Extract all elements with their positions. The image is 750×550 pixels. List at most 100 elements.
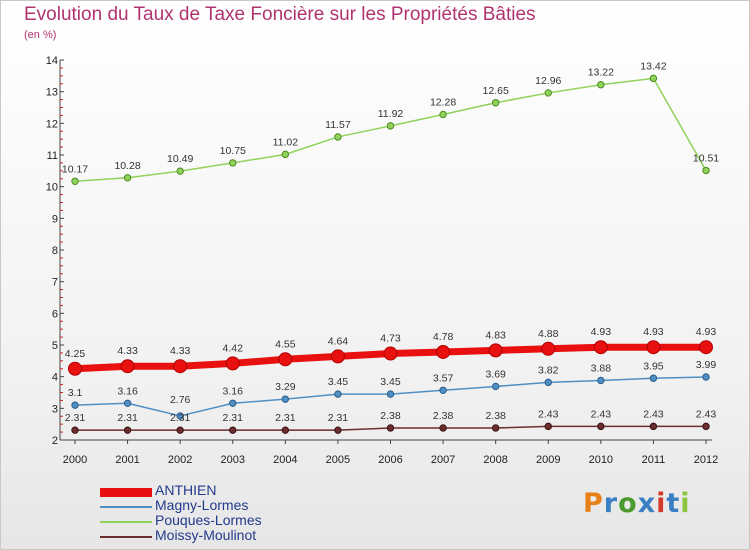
data-label-magny-lormes: 3.29: [275, 381, 296, 393]
data-point-moissy-moulinot: [229, 426, 237, 434]
y-tick-label: 9: [52, 213, 58, 225]
data-point-moissy-moulinot: [649, 422, 658, 431]
data-point-pouques-lormes: [544, 89, 552, 97]
data-label-pouques-lormes: 12.28: [430, 96, 456, 108]
legend-label: Moissy-Moulinot: [155, 527, 257, 543]
data-label-pouques-lormes: 13.22: [588, 67, 614, 79]
y-tick-label: 7: [52, 277, 58, 289]
data-point-magny-lormes: [281, 395, 290, 403]
data-label-magny-lormes: 2.76: [170, 394, 191, 406]
data-label-moissy-moulinot: 2.38: [380, 410, 401, 422]
data-label-anthien: 4.25: [65, 348, 86, 360]
data-point-anthien: [330, 349, 345, 364]
data-point-magny-lormes: [123, 399, 132, 407]
data-point-magny-lormes: [386, 390, 395, 398]
data-label-moissy-moulinot: 2.31: [223, 412, 244, 424]
data-point-magny-lormes: [649, 374, 658, 382]
data-label-magny-lormes: 3.45: [328, 376, 349, 388]
legend-swatch: [100, 521, 152, 523]
data-point-moissy-moulinot: [597, 422, 605, 431]
data-point-pouques-lormes: [702, 166, 710, 175]
data-label-pouques-lormes: 11.57: [325, 119, 351, 131]
data-label-anthien: 4.78: [433, 331, 454, 343]
data-point-anthien: [593, 340, 608, 355]
data-label-magny-lormes: 3.57: [433, 372, 454, 384]
legend-label: ANTHIEN: [155, 482, 217, 498]
data-point-pouques-lormes: [176, 167, 184, 175]
x-tick-label: 2008: [483, 454, 507, 466]
data-point-anthien: [436, 344, 451, 359]
data-point-pouques-lormes: [229, 159, 237, 167]
legend-swatch: [100, 487, 152, 497]
data-point-anthien: [225, 356, 240, 371]
data-label-magny-lormes: 3.82: [538, 364, 559, 376]
data-point-pouques-lormes: [386, 122, 395, 130]
data-label-moissy-moulinot: 2.38: [485, 410, 506, 422]
data-point-moissy-moulinot: [439, 424, 447, 432]
data-point-pouques-lormes: [123, 174, 132, 182]
data-point-magny-lormes: [334, 390, 342, 398]
x-tick-label: 2011: [642, 454, 666, 466]
data-point-pouques-lormes: [491, 99, 500, 107]
data-label-magny-lormes: 3.99: [696, 359, 717, 371]
x-tick-label: 2004: [273, 454, 297, 466]
y-tick-label: 14: [46, 55, 58, 67]
data-label-pouques-lormes: 11.92: [378, 108, 404, 120]
legend-label: Magny-Lormes: [155, 497, 249, 513]
data-point-magny-lormes: [544, 378, 552, 387]
data-label-anthien: 4.93: [696, 326, 717, 338]
x-tick-label: 2005: [326, 454, 350, 466]
y-tick-label: 5: [52, 340, 58, 352]
data-label-pouques-lormes: 10.17: [62, 163, 88, 175]
data-label-pouques-lormes: 10.49: [167, 153, 193, 165]
data-point-anthien: [68, 361, 82, 376]
data-point-magny-lormes: [597, 376, 605, 385]
data-point-moissy-moulinot: [491, 424, 500, 432]
y-tick-label: 8: [52, 245, 58, 257]
data-point-anthien: [699, 340, 713, 355]
data-point-anthien: [488, 343, 503, 358]
data-label-pouques-lormes: 12.96: [535, 75, 561, 87]
data-point-magny-lormes: [702, 373, 710, 381]
data-point-moissy-moulinot: [281, 426, 290, 434]
data-label-magny-lormes: 3.16: [117, 385, 138, 397]
y-tick-label: 11: [47, 150, 58, 162]
x-tick-label: 2003: [221, 454, 245, 466]
data-label-magny-lormes: 3.88: [591, 362, 612, 374]
data-label-magny-lormes: 3.69: [485, 368, 506, 380]
data-label-anthien: 4.93: [591, 326, 612, 338]
data-label-pouques-lormes: 12.65: [483, 85, 509, 97]
x-tick-label: 2001: [115, 454, 139, 466]
data-label-anthien: 4.55: [275, 338, 296, 350]
data-point-moissy-moulinot: [176, 426, 184, 434]
data-point-moissy-moulinot: [334, 426, 342, 434]
y-tick-label: 4: [52, 372, 58, 384]
proxiti-logo: Proxiti: [583, 488, 691, 519]
data-point-anthien: [173, 359, 188, 374]
data-point-magny-lormes: [71, 401, 79, 409]
data-point-anthien: [278, 352, 293, 367]
y-tick-label: 13: [46, 87, 58, 99]
data-label-moissy-moulinot: 2.43: [538, 408, 559, 420]
data-label-anthien: 4.33: [170, 345, 191, 357]
chart-subtitle: (en %): [24, 29, 57, 41]
data-label-magny-lormes: 3.1: [68, 387, 83, 399]
data-label-magny-lormes: 3.95: [643, 360, 664, 372]
y-tick-label: 6: [52, 308, 58, 320]
data-point-magny-lormes: [491, 382, 500, 391]
data-point-moissy-moulinot: [386, 424, 395, 432]
data-label-pouques-lormes: 11.02: [273, 136, 299, 148]
x-tick-label: 2002: [168, 454, 192, 466]
data-point-magny-lormes: [439, 386, 447, 394]
legend-swatch: [100, 536, 152, 538]
y-tick-label: 3: [52, 403, 58, 415]
data-point-anthien: [646, 340, 661, 355]
x-tick-label: 2009: [536, 454, 560, 466]
series-line-pouques-lormes: [74, 77, 707, 183]
x-tick-label: 2010: [589, 454, 613, 466]
y-tick-label: 2: [52, 435, 58, 447]
data-label-magny-lormes: 3.45: [380, 376, 401, 388]
data-point-pouques-lormes: [334, 133, 342, 141]
